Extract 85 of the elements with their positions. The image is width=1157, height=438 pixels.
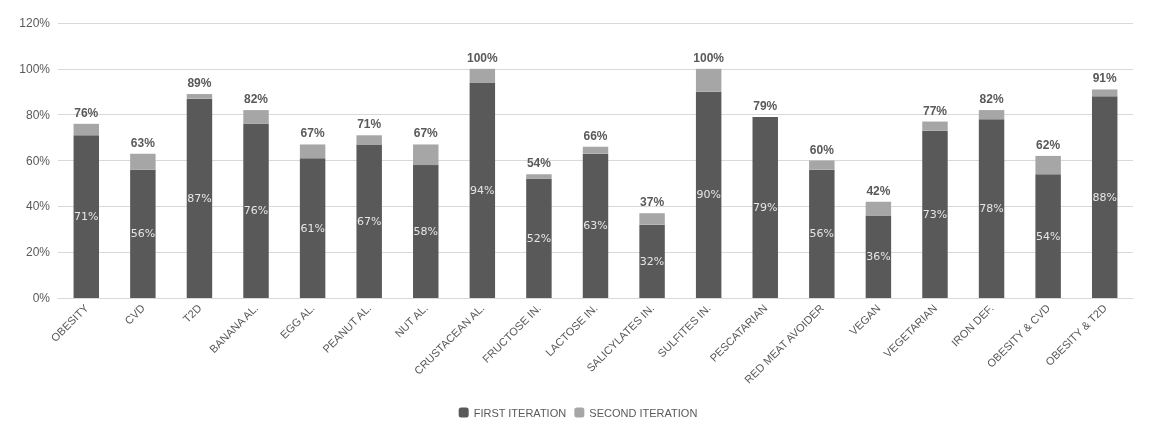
bar <box>865 215 892 298</box>
total-label: 66% <box>583 128 608 143</box>
data-label: 56% <box>130 227 156 241</box>
bar <box>809 169 835 298</box>
bar <box>978 119 1005 298</box>
y-tick-label: 60% <box>25 153 51 168</box>
bar <box>639 213 665 225</box>
bar <box>695 91 722 298</box>
bar <box>73 135 100 298</box>
data-label: 52% <box>526 231 552 245</box>
total-label: 37% <box>640 195 665 210</box>
data-label: 71% <box>74 210 99 224</box>
bar <box>1035 174 1061 298</box>
bar <box>1091 96 1118 298</box>
data-label: 67% <box>356 214 382 228</box>
y-tick-label: 40% <box>25 199 51 214</box>
legend-label: SECOND ITERATION <box>589 406 698 419</box>
total-label: 82% <box>979 92 1004 107</box>
bar <box>186 94 213 99</box>
data-label: 79% <box>753 200 778 214</box>
bar <box>752 116 778 298</box>
data-label: 78% <box>979 202 1004 216</box>
bar <box>922 121 948 131</box>
bar <box>413 165 439 298</box>
data-label: 63% <box>583 219 608 233</box>
total-label: 77% <box>922 103 948 118</box>
bar <box>1091 89 1118 97</box>
data-label: 87% <box>187 191 212 205</box>
bar <box>469 82 496 298</box>
bar <box>356 144 382 298</box>
bar <box>526 174 552 179</box>
y-tick-label: 80% <box>25 107 51 122</box>
bar <box>639 224 665 298</box>
total-label: 76% <box>74 105 99 120</box>
data-label: 88% <box>1092 190 1117 204</box>
bar <box>922 130 948 298</box>
bar <box>582 153 609 298</box>
bar <box>243 110 269 124</box>
total-label: 67% <box>413 126 439 141</box>
total-label: 62% <box>1036 137 1061 152</box>
total-label: 71% <box>357 117 382 132</box>
bar <box>130 169 156 298</box>
bar <box>809 160 835 170</box>
total-label: 82% <box>244 92 269 107</box>
bar <box>356 135 382 145</box>
bar <box>526 178 552 298</box>
bar <box>243 123 269 298</box>
total-label: 63% <box>130 135 156 150</box>
total-label: 89% <box>187 76 212 91</box>
data-label: 61% <box>300 221 325 235</box>
data-label: 54% <box>1035 229 1061 243</box>
data-label: 73% <box>922 207 948 221</box>
total-label: 100% <box>693 50 725 65</box>
bar <box>73 123 100 136</box>
bar <box>299 158 326 298</box>
legend-label: FIRST ITERATION <box>473 406 567 419</box>
bar <box>469 68 496 83</box>
data-label: 32% <box>639 254 665 268</box>
bar <box>978 110 1005 120</box>
bar <box>695 68 722 92</box>
y-tick-label: 100% <box>19 61 51 76</box>
bar <box>130 153 156 170</box>
data-label: 58% <box>413 225 438 239</box>
data-label: 90% <box>696 188 721 202</box>
bar <box>186 98 213 298</box>
total-label: 54% <box>526 156 552 171</box>
total-label: 91% <box>1092 71 1118 86</box>
y-tick-label: 0% <box>32 291 51 305</box>
total-label: 100% <box>466 50 499 65</box>
y-tick-label: 120% <box>19 16 51 30</box>
bar <box>299 144 326 159</box>
bar <box>865 201 892 216</box>
total-label: 79% <box>753 98 778 113</box>
data-label: 56% <box>809 227 835 241</box>
y-tick-label: 20% <box>25 245 51 260</box>
bar <box>413 144 439 166</box>
bar <box>1035 155 1061 175</box>
total-label: 67% <box>300 126 325 141</box>
data-label: 36% <box>866 250 891 264</box>
bar <box>582 146 609 154</box>
total-label: 60% <box>809 142 835 157</box>
x-tick-label: T2D <box>180 301 204 325</box>
data-label: 76% <box>243 204 269 218</box>
total-label: 42% <box>866 183 891 198</box>
data-label: 94% <box>470 183 495 197</box>
